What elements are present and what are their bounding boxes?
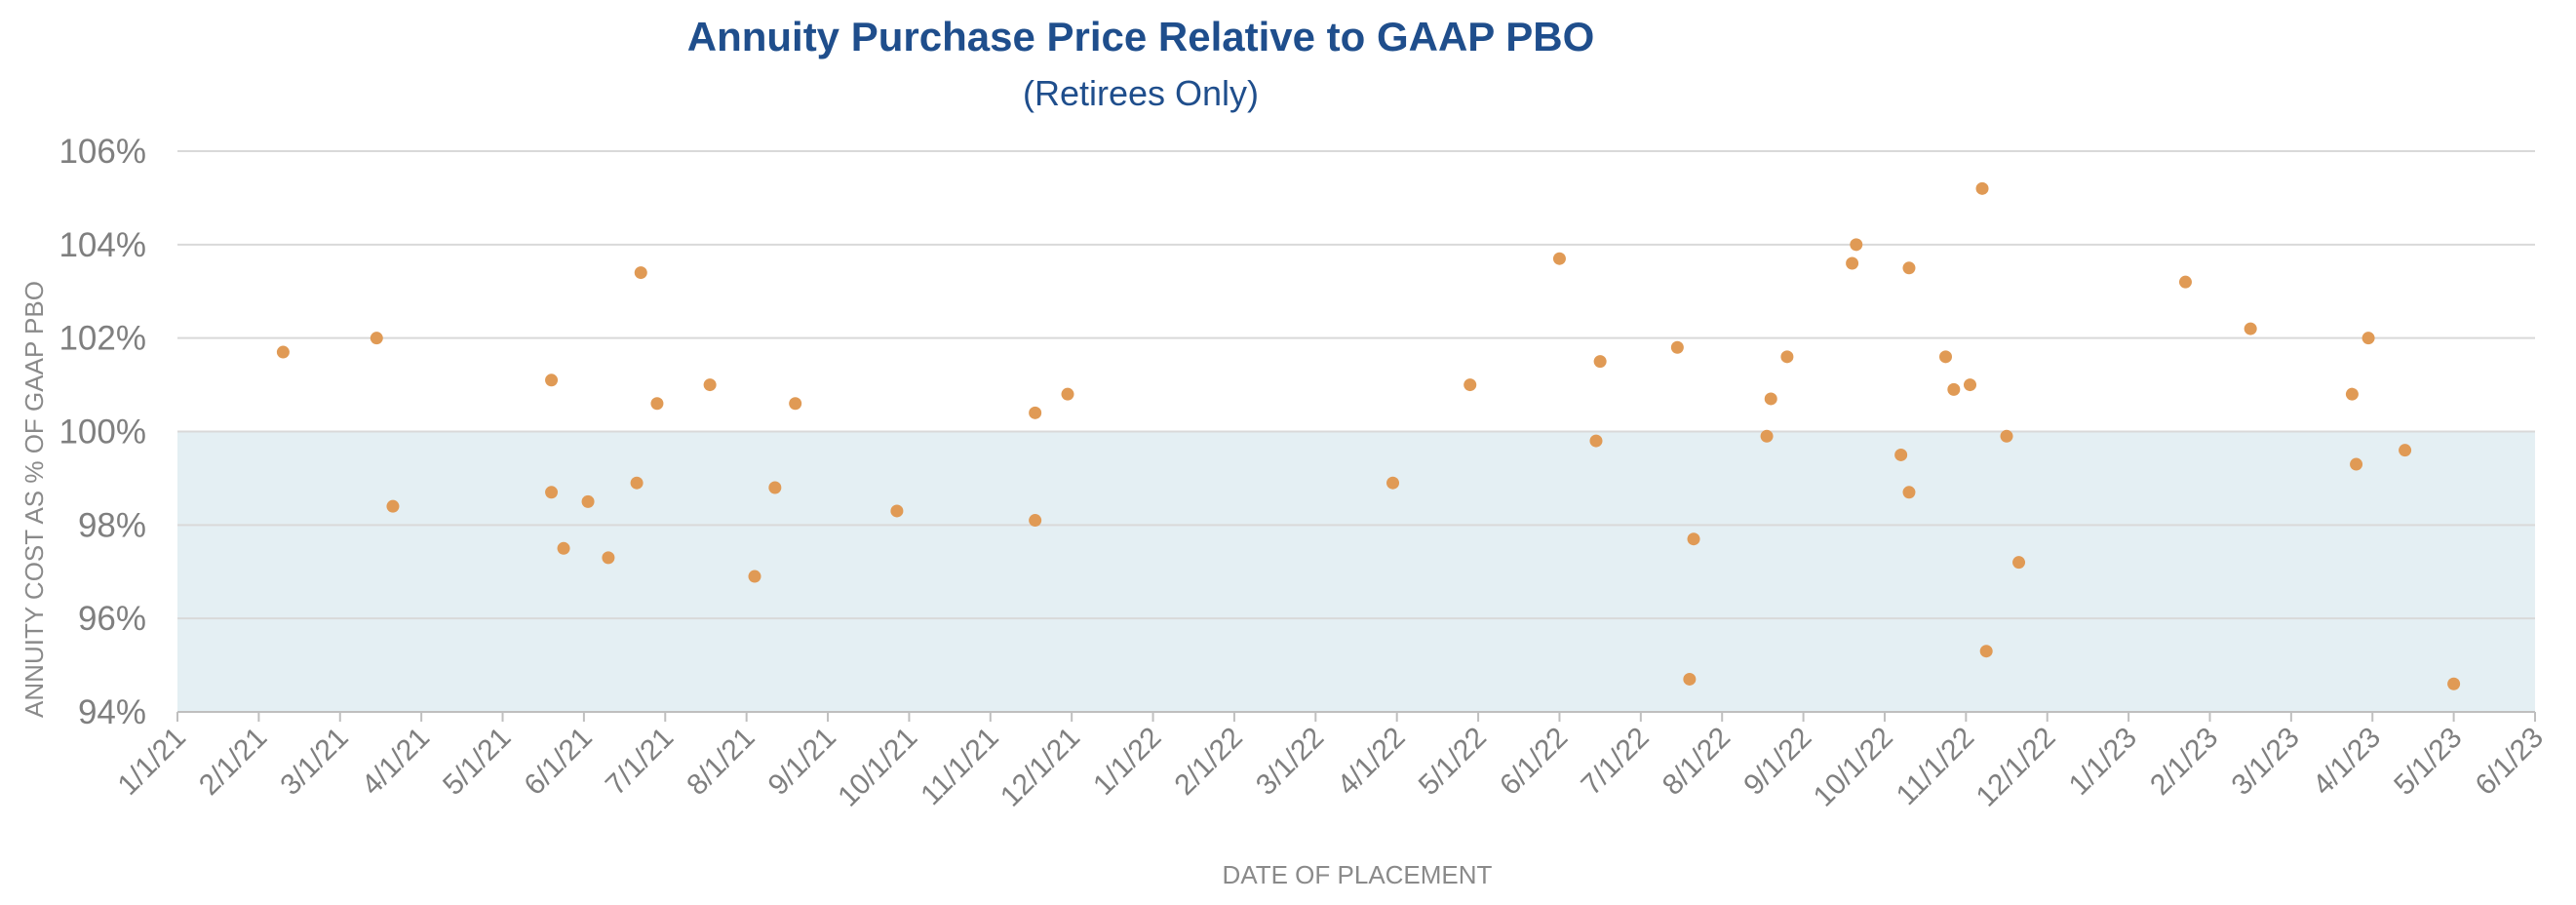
data-point bbox=[1552, 252, 1566, 265]
y-tick-label: 96% bbox=[78, 600, 146, 638]
x-tick-label: 12/1/21 bbox=[995, 722, 1086, 813]
data-point bbox=[1902, 486, 1916, 499]
data-point bbox=[630, 476, 644, 490]
data-point bbox=[1589, 434, 1603, 448]
data-point bbox=[1894, 448, 1908, 461]
data-point bbox=[276, 345, 290, 359]
x-tick-label: 2/1/21 bbox=[193, 722, 273, 802]
x-tick-label: 9/1/22 bbox=[1737, 722, 1817, 802]
data-point bbox=[557, 541, 570, 555]
x-tick-label: 5/1/21 bbox=[437, 722, 517, 802]
data-point bbox=[545, 374, 559, 387]
x-tick-label: 3/1/23 bbox=[2225, 722, 2305, 802]
data-point bbox=[768, 481, 782, 494]
data-point bbox=[1939, 350, 1952, 364]
x-tick-label: 5/1/23 bbox=[2388, 722, 2468, 802]
x-tick-label: 11/1/21 bbox=[915, 722, 1005, 812]
data-point bbox=[1386, 476, 1400, 490]
data-point bbox=[1979, 645, 1993, 658]
data-point bbox=[1760, 429, 1774, 443]
x-axis-label: DATE OF PLACEMENT bbox=[1223, 860, 1493, 889]
data-point bbox=[1593, 355, 1607, 369]
x-tick-label: 10/1/22 bbox=[1808, 722, 1899, 813]
data-point bbox=[1670, 340, 1684, 354]
data-point bbox=[1964, 378, 1977, 392]
data-point bbox=[581, 494, 595, 508]
data-point bbox=[1029, 406, 1042, 419]
data-point bbox=[2178, 275, 2192, 289]
data-point bbox=[1780, 350, 1794, 364]
data-point bbox=[386, 499, 400, 513]
shaded-band-below-100 bbox=[177, 431, 2535, 712]
data-point bbox=[370, 332, 383, 345]
x-tick-label: 1/1/21 bbox=[112, 722, 192, 802]
data-point bbox=[1764, 392, 1777, 406]
chart-subtitle: (Retirees Only) bbox=[1023, 73, 1259, 113]
x-tick-label: 2/1/23 bbox=[2144, 722, 2224, 802]
x-tick-label: 8/1/22 bbox=[1657, 722, 1737, 802]
data-point bbox=[1850, 238, 1863, 252]
data-point bbox=[703, 378, 717, 392]
data-point bbox=[2447, 677, 2461, 690]
chart-title: Annuity Purchase Price Relative to GAAP … bbox=[687, 14, 1595, 59]
data-point bbox=[2345, 387, 2359, 401]
y-tick-label: 100% bbox=[59, 413, 146, 452]
y-tick-label: 94% bbox=[78, 693, 146, 731]
data-point bbox=[2244, 322, 2257, 335]
data-point bbox=[2399, 444, 2412, 457]
data-point bbox=[748, 570, 761, 583]
x-tick-label: 12/1/22 bbox=[1971, 722, 2062, 813]
data-point bbox=[545, 486, 559, 499]
data-point bbox=[1687, 532, 1700, 546]
data-point bbox=[1947, 382, 1961, 396]
y-tick-label: 106% bbox=[59, 133, 146, 171]
x-tick-label: 10/1/21 bbox=[832, 722, 923, 813]
x-tick-label: 6/1/23 bbox=[2470, 722, 2550, 802]
data-point bbox=[1902, 261, 1916, 275]
data-point bbox=[1464, 378, 1477, 392]
x-tick-label: 8/1/21 bbox=[681, 722, 761, 802]
data-point bbox=[2012, 556, 2026, 570]
data-point bbox=[1846, 256, 1859, 270]
y-tick-label: 102% bbox=[59, 320, 146, 358]
x-tick-label: 2/1/22 bbox=[1169, 722, 1249, 802]
data-point bbox=[1683, 672, 1697, 686]
data-point bbox=[2361, 332, 2375, 345]
data-point bbox=[890, 504, 904, 518]
x-tick-label: 1/1/22 bbox=[1087, 722, 1167, 802]
x-tick-label: 3/1/21 bbox=[274, 722, 354, 802]
x-tick-label: 7/1/22 bbox=[1575, 722, 1655, 802]
plot-area: 94%96%98%100%102%104%106%1/1/21 2/1/21 3/1… bbox=[59, 133, 2549, 813]
x-tick-label: 5/1/22 bbox=[1413, 722, 1493, 802]
x-tick-label: 9/1/21 bbox=[762, 722, 842, 802]
data-point bbox=[1029, 514, 1042, 528]
x-tick-label: 7/1/21 bbox=[600, 722, 680, 802]
x-tick-label: 4/1/21 bbox=[356, 722, 436, 802]
data-point bbox=[2350, 457, 2363, 471]
x-tick-label: 4/1/22 bbox=[1331, 722, 1411, 802]
x-tick-label: 4/1/23 bbox=[2307, 722, 2387, 802]
x-tick-label: 1/1/23 bbox=[2063, 722, 2143, 802]
y-axis-label: ANNUITY COST AS % OF GAAP PBO bbox=[20, 281, 49, 718]
data-point bbox=[2000, 429, 2013, 443]
y-tick-label: 98% bbox=[78, 506, 146, 544]
data-point bbox=[650, 397, 664, 411]
data-point bbox=[1975, 181, 1989, 195]
x-tick-label: 6/1/22 bbox=[1494, 722, 1574, 802]
data-point bbox=[602, 551, 615, 565]
data-point bbox=[789, 397, 802, 411]
x-tick-label: 11/1/22 bbox=[1891, 722, 1981, 812]
data-point bbox=[634, 266, 647, 280]
x-tick-label: 6/1/21 bbox=[519, 722, 599, 802]
data-point bbox=[1061, 387, 1074, 401]
y-tick-label: 104% bbox=[59, 226, 146, 264]
x-tick-label: 3/1/22 bbox=[1250, 722, 1330, 802]
